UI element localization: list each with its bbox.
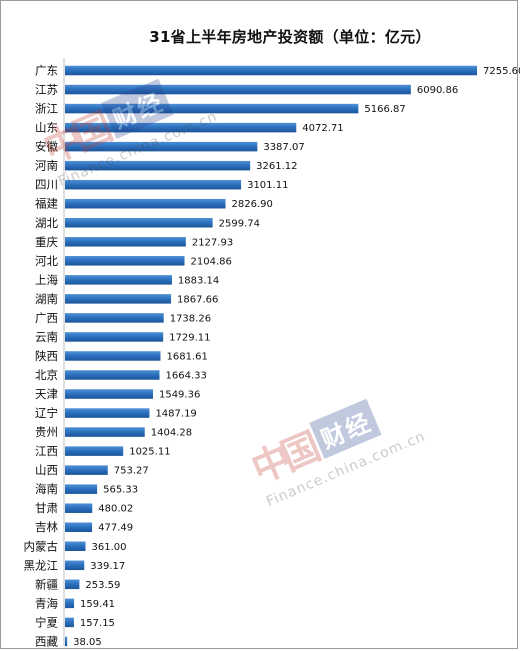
category-label: 黑龙江	[24, 558, 59, 572]
category-label: 湖北	[35, 216, 58, 230]
bar	[65, 160, 251, 171]
value-label: 1549.36	[159, 390, 200, 401]
category-label: 福建	[35, 197, 58, 211]
category-label: 新疆	[35, 577, 58, 591]
value-label: 2826.90	[232, 199, 273, 210]
category-label: 河南	[35, 159, 58, 173]
bar	[65, 198, 226, 209]
category-label: 浙江	[35, 102, 58, 116]
bar	[65, 370, 160, 380]
category-label: 甘肃	[35, 501, 58, 515]
value-label: 480.02	[98, 504, 133, 515]
category-label: 广西	[35, 311, 58, 325]
value-label: 361.00	[91, 542, 126, 553]
value-label: 1664.33	[166, 370, 207, 381]
category-label: 天津	[35, 387, 58, 401]
category-label: 四川	[35, 178, 58, 192]
bar	[65, 84, 411, 95]
bar	[65, 351, 161, 361]
value-label: 1738.26	[170, 313, 211, 324]
value-label: 1025.11	[129, 447, 170, 458]
value-label: 339.17	[90, 561, 125, 572]
category-label: 西藏	[35, 634, 58, 648]
category-label: 山东	[35, 121, 58, 135]
value-label: 2127.93	[192, 237, 233, 248]
bar	[65, 256, 185, 266]
value-label: 1404.28	[151, 428, 192, 439]
value-label: 1681.61	[166, 351, 207, 362]
bar	[65, 65, 477, 76]
bar	[65, 122, 297, 133]
category-label: 辽宁	[35, 406, 58, 420]
bar	[65, 598, 75, 609]
bar	[65, 522, 93, 532]
value-label: 2599.74	[219, 218, 260, 229]
value-label: 7255.60	[483, 66, 520, 77]
chart-title: 31省上半年房地产投资额（单位：亿元）	[149, 28, 431, 46]
value-label: 1867.66	[177, 294, 218, 305]
bar	[65, 427, 145, 437]
bar	[65, 237, 186, 247]
bar	[65, 579, 80, 590]
value-label: 1883.14	[178, 275, 219, 286]
bar	[65, 313, 164, 323]
category-label: 北京	[35, 368, 58, 382]
value-label: 3101.11	[247, 180, 288, 191]
value-label: 1729.11	[169, 332, 210, 343]
category-label: 宁夏	[35, 615, 58, 629]
bar	[65, 294, 172, 304]
value-label: 1487.19	[155, 409, 196, 420]
bar	[65, 465, 108, 475]
bar	[65, 275, 172, 285]
category-label: 云南	[35, 330, 58, 344]
value-label: 159.41	[80, 599, 115, 610]
bars-group: 广东 7255.60 江苏 6090.86 浙江 5166.87 山东 4072.71 安徽 33…	[24, 64, 520, 649]
value-label: 253.59	[85, 580, 120, 591]
category-label: 贵州	[35, 425, 58, 439]
category-label: 安徽	[35, 140, 58, 154]
value-label: 6090.86	[417, 85, 458, 96]
category-label: 河北	[35, 254, 58, 268]
category-label: 重庆	[35, 235, 58, 249]
value-label: 157.15	[80, 618, 115, 629]
category-label: 江苏	[35, 83, 58, 97]
value-label: 2104.86	[191, 256, 232, 267]
category-label: 上海	[35, 273, 58, 287]
category-label: 江西	[35, 444, 58, 458]
value-label: 38.05	[73, 637, 102, 648]
bar	[65, 541, 86, 552]
bar	[65, 503, 93, 513]
category-label: 广东	[35, 64, 58, 78]
bar	[65, 141, 258, 152]
category-label: 山西	[35, 463, 58, 477]
value-label: 3387.07	[263, 142, 304, 153]
category-label: 青海	[35, 596, 58, 610]
bar	[65, 636, 68, 647]
category-label: 吉林	[35, 520, 58, 534]
bar	[65, 560, 85, 571]
value-label: 3261.12	[256, 161, 297, 172]
category-label: 内蒙古	[24, 539, 59, 553]
value-label: 753.27	[114, 466, 149, 477]
value-label: 477.49	[98, 523, 133, 534]
value-label: 4072.71	[302, 123, 343, 134]
category-label: 陕西	[35, 349, 58, 363]
bar	[65, 446, 124, 456]
bar	[65, 332, 164, 342]
category-label: 湖南	[35, 292, 58, 306]
bar	[65, 408, 150, 418]
value-label: 565.33	[103, 485, 138, 496]
bar	[65, 218, 213, 228]
bar	[65, 103, 359, 114]
bar	[65, 179, 242, 190]
bar	[65, 484, 98, 494]
bar	[65, 617, 74, 628]
value-label: 5166.87	[364, 104, 405, 115]
bar	[65, 389, 153, 399]
category-label: 海南	[35, 482, 58, 496]
